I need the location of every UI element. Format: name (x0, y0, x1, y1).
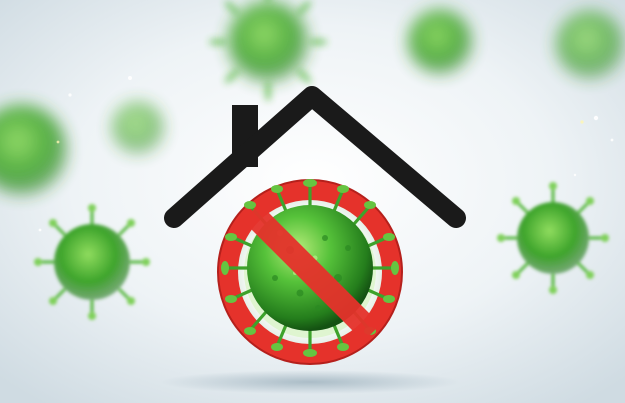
house-roof-icon (164, 86, 466, 228)
prohibition-slash (242, 203, 381, 342)
background-virus-right (497, 182, 609, 294)
background-virus-left (34, 204, 150, 320)
